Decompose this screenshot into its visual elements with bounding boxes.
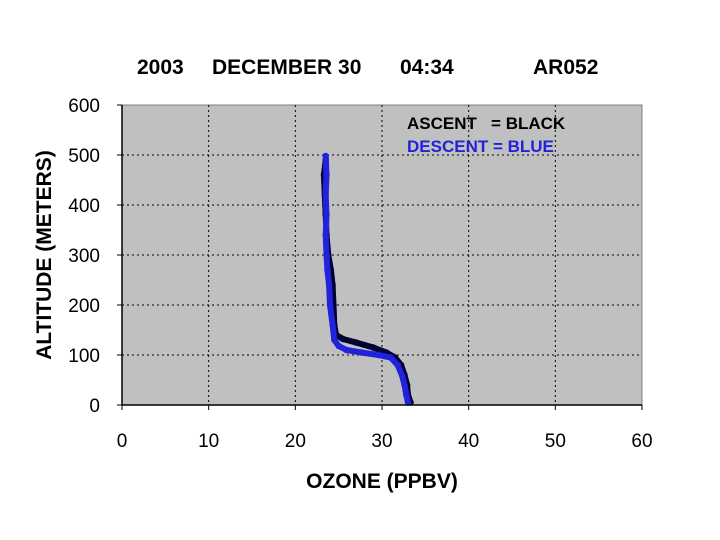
descent-data-point (335, 342, 342, 350)
descent-data-point (404, 399, 412, 406)
x-tick-label: 40 (458, 431, 479, 452)
x-tick-label: 10 (198, 431, 219, 452)
x-tick-label: 0 (117, 431, 128, 452)
descent-data-point (323, 211, 330, 219)
descent-data-point (326, 301, 334, 309)
y-tick-label: 300 (68, 246, 100, 267)
x-axis-label: OZONE (PPBV) (306, 470, 458, 493)
title-date: DECEMBER 30 (212, 56, 361, 79)
ascent-data-point (339, 335, 347, 343)
axes (117, 104, 643, 410)
descent-data-point (325, 281, 333, 289)
descent-data-point (323, 251, 330, 259)
legend-ascent: ASCENT = BLACK (407, 114, 566, 133)
descent-data-point (329, 321, 336, 329)
descent-data-point (398, 371, 406, 379)
descent-data-point (331, 336, 338, 344)
descent-data-point (322, 152, 329, 160)
descent-data-point (324, 266, 331, 274)
y-tick-label: 200 (68, 296, 100, 317)
descent-data-point (343, 346, 350, 354)
ascent-data-point (352, 339, 360, 346)
descent-data-point (358, 349, 365, 356)
title-flight-id: AR052 (533, 56, 598, 79)
x-tick-label: 60 (631, 431, 652, 452)
descent-data-point (387, 354, 394, 361)
x-tick-labels: 0 10 20 30 40 50 60 (117, 431, 653, 452)
y-tick-label: 500 (68, 146, 100, 167)
series-layer (320, 152, 414, 406)
title-time: 04:34 (400, 56, 454, 79)
descent-data-point (322, 231, 329, 239)
x-tick-label: 20 (285, 431, 306, 452)
title-year: 2003 (137, 56, 184, 79)
y-tick-label: 600 (68, 96, 100, 117)
y-tick-labels: 0 100 200 300 400 500 600 (68, 96, 100, 417)
descent-data-point (375, 351, 382, 359)
chart-title: 2003 DECEMBER 30 04:34 AR052 (137, 56, 598, 79)
legend: ASCENT = BLACK DESCENT = BLUE (407, 114, 566, 156)
y-axis-label: ALTITUDE (METERS) (33, 150, 56, 360)
y-tick-label: 0 (89, 396, 100, 417)
x-tick-label: 50 (545, 431, 566, 452)
descent-data-point (394, 361, 401, 369)
y-tick-label: 400 (68, 196, 100, 217)
descent-data-point (401, 381, 408, 389)
x-tick-label: 30 (371, 431, 392, 452)
descent-data-point (403, 391, 410, 399)
legend-descent: DESCENT = BLUE (407, 137, 554, 156)
descent-data-point (323, 171, 330, 179)
y-tick-label: 100 (68, 346, 100, 367)
descent-data-point (322, 191, 329, 199)
ascent-data-point (370, 344, 377, 351)
